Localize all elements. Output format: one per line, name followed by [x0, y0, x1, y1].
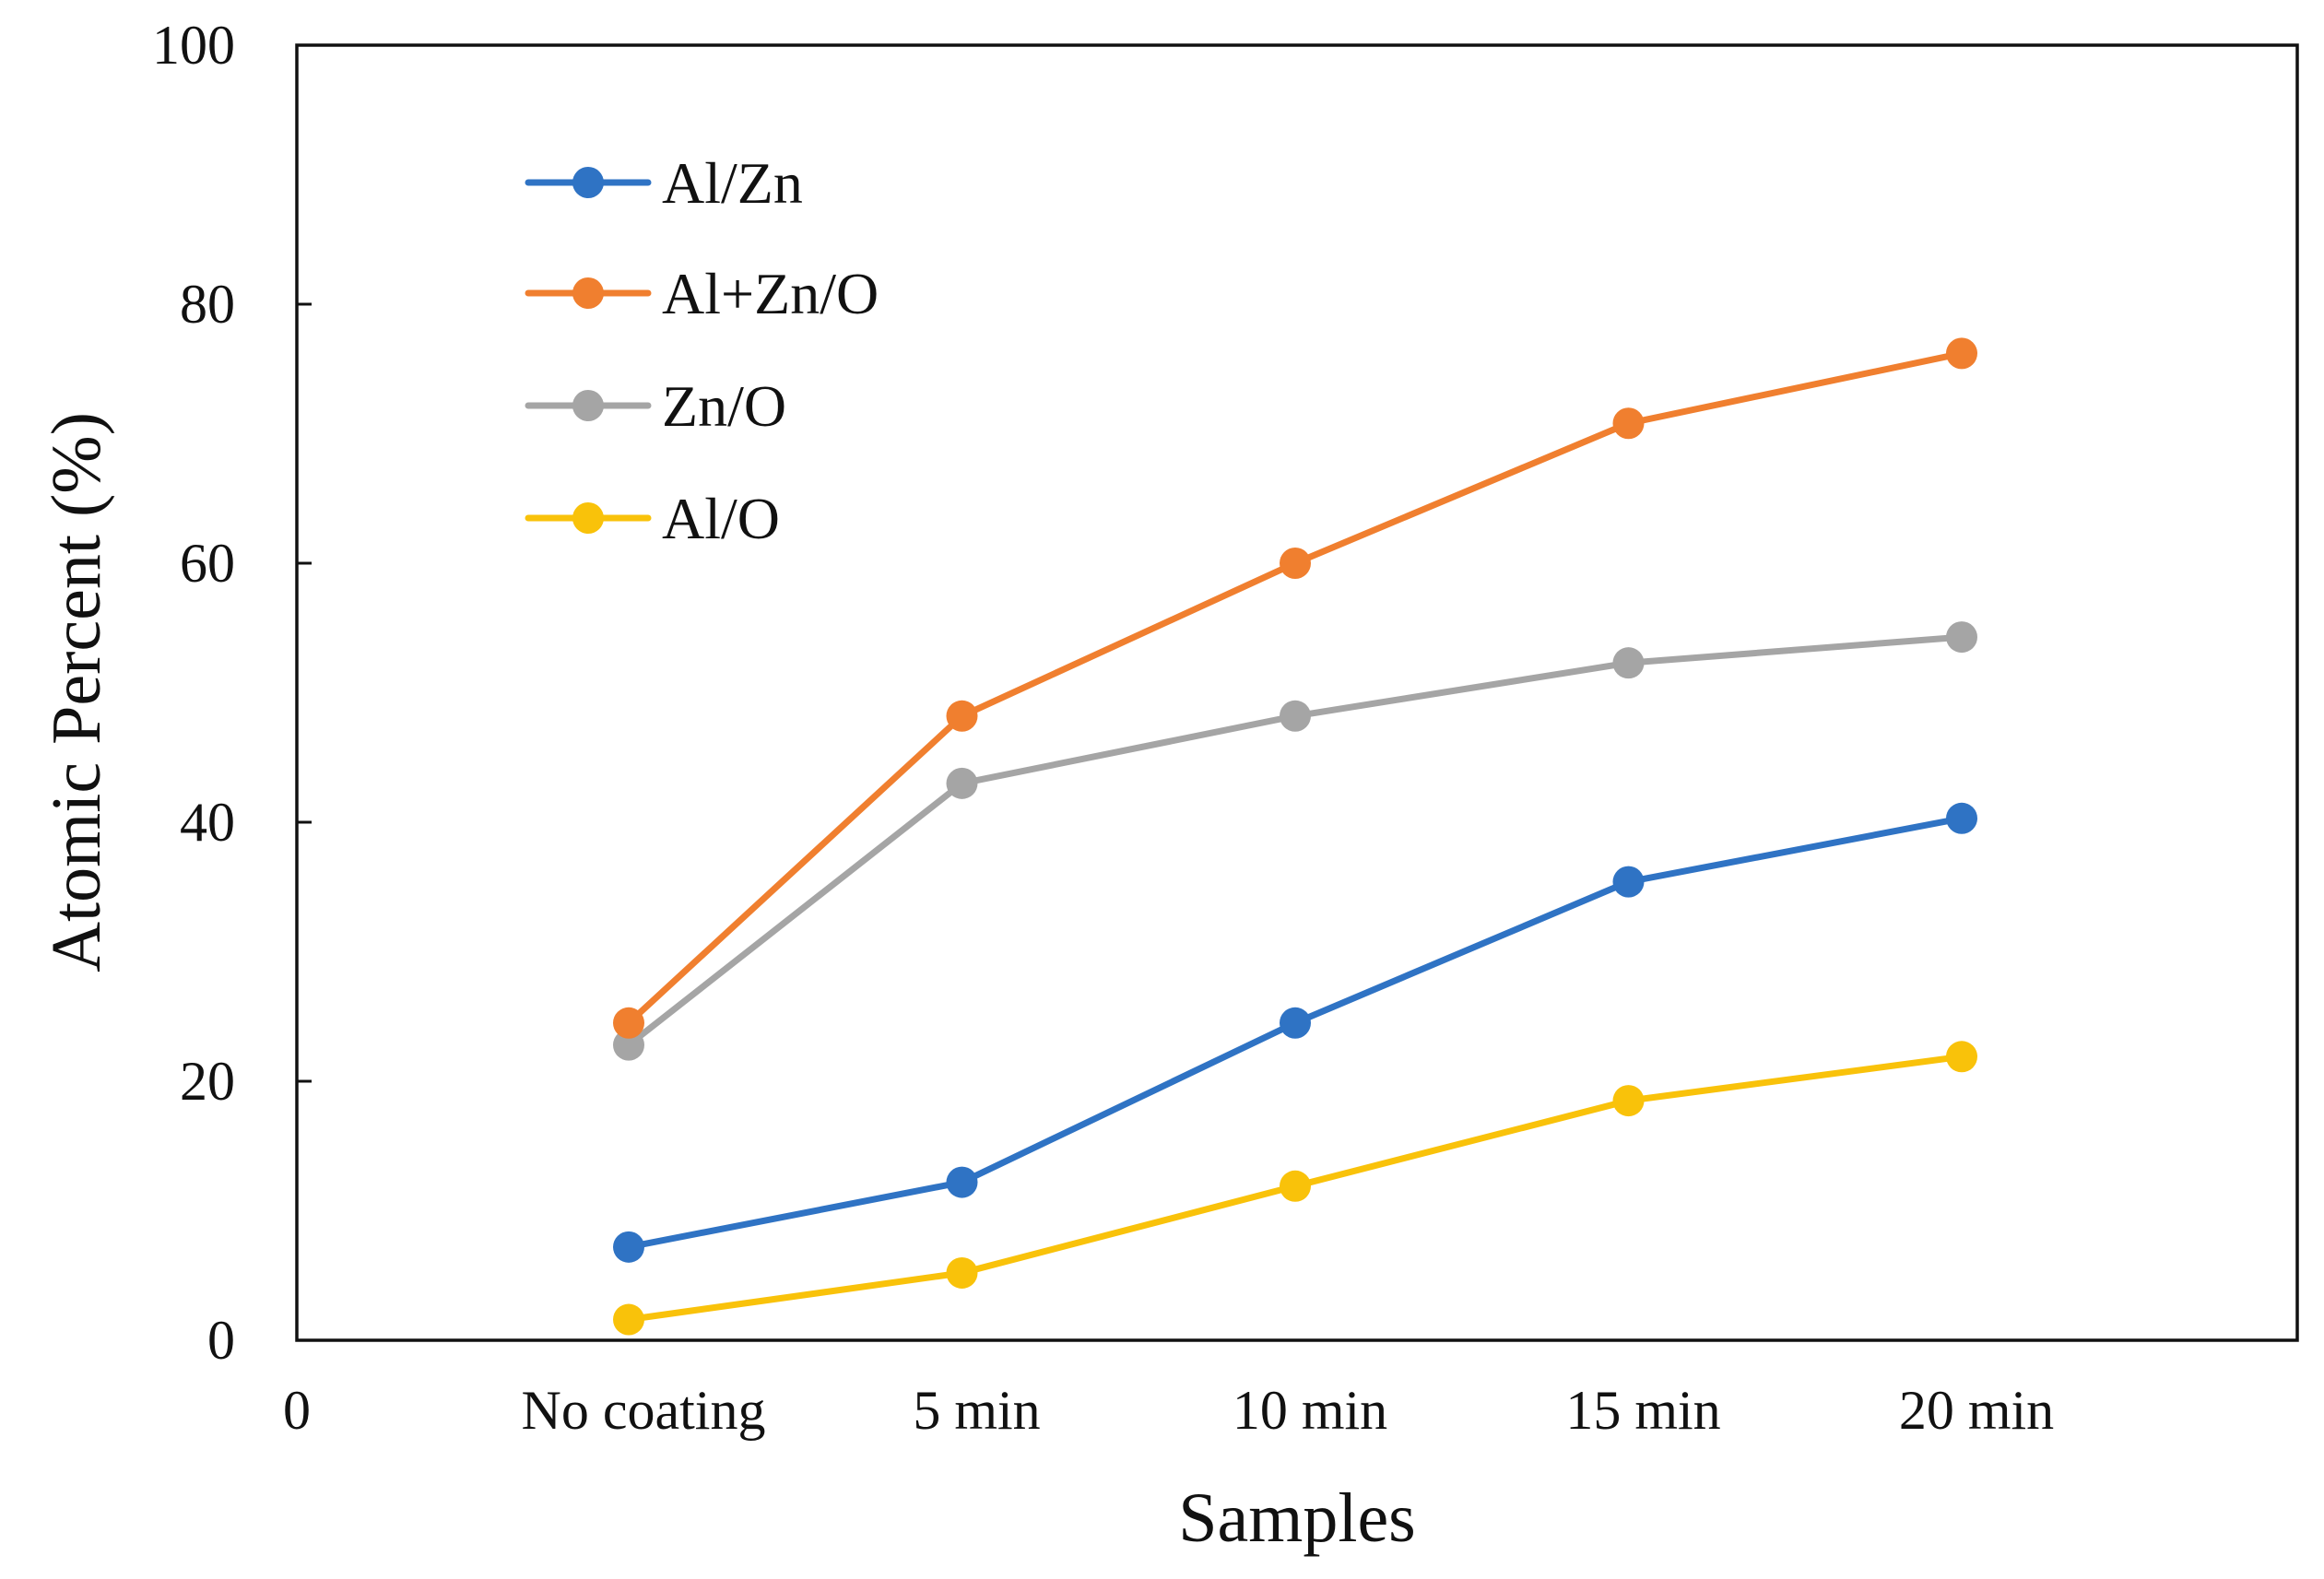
y-tick-label: 0 — [207, 1310, 235, 1371]
y-tick-label: 80 — [180, 274, 235, 335]
data-point — [613, 1231, 644, 1263]
y-tick-label: 20 — [180, 1051, 235, 1112]
y-axis-title: Atomic Percent (%) — [38, 412, 115, 972]
data-point — [1946, 621, 1977, 654]
data-point — [1946, 1041, 1977, 1073]
x-origin-label: 0 — [283, 1380, 311, 1441]
data-point — [1946, 337, 1977, 370]
x-tick-label: 20 min — [1899, 1380, 2054, 1441]
y-tick-label: 100 — [152, 15, 235, 76]
series-layer — [613, 337, 1977, 1336]
legend-marker — [572, 390, 604, 421]
plot-area-frame — [295, 43, 2299, 1342]
data-point — [613, 1029, 644, 1061]
data-point — [946, 700, 978, 732]
legend-marker — [572, 277, 604, 309]
x-tick-label: 15 min — [1565, 1380, 1720, 1441]
data-point — [946, 1256, 978, 1289]
data-point — [946, 767, 978, 799]
legend-label: Al+Zn/O — [662, 261, 879, 326]
data-point — [613, 1007, 644, 1039]
x-tick-label: 5 min — [913, 1380, 1040, 1441]
data-point — [1612, 866, 1645, 898]
data-point — [1280, 700, 1311, 732]
x-axis: 0 No coating 5 min 10 min 15 min 20 min — [283, 1380, 2054, 1441]
y-axis: 0 20 40 60 80 100 — [152, 15, 312, 1371]
x-axis-title: Samples — [1178, 1479, 1416, 1557]
legend-marker — [572, 502, 604, 534]
legend-label: Al/Zn — [662, 150, 803, 216]
legend-marker — [572, 167, 604, 198]
data-point — [1612, 407, 1645, 440]
legend: Al/Zn Al+Zn/O Zn/O Al/O — [525, 150, 879, 551]
legend-label: Al/O — [662, 486, 780, 551]
data-point — [1612, 1085, 1645, 1117]
legend-label: Zn/O — [662, 373, 786, 439]
x-tick-label: 10 min — [1233, 1380, 1387, 1441]
data-point — [1280, 548, 1311, 579]
data-point — [613, 1303, 644, 1336]
y-tick-label: 40 — [180, 792, 235, 853]
data-point — [1280, 1007, 1311, 1039]
data-point — [1612, 647, 1645, 679]
data-point — [946, 1166, 978, 1198]
data-point — [1280, 1170, 1311, 1202]
x-tick-label: No coating — [522, 1380, 766, 1441]
y-tick-label: 60 — [180, 533, 235, 594]
data-point — [1946, 802, 1977, 834]
